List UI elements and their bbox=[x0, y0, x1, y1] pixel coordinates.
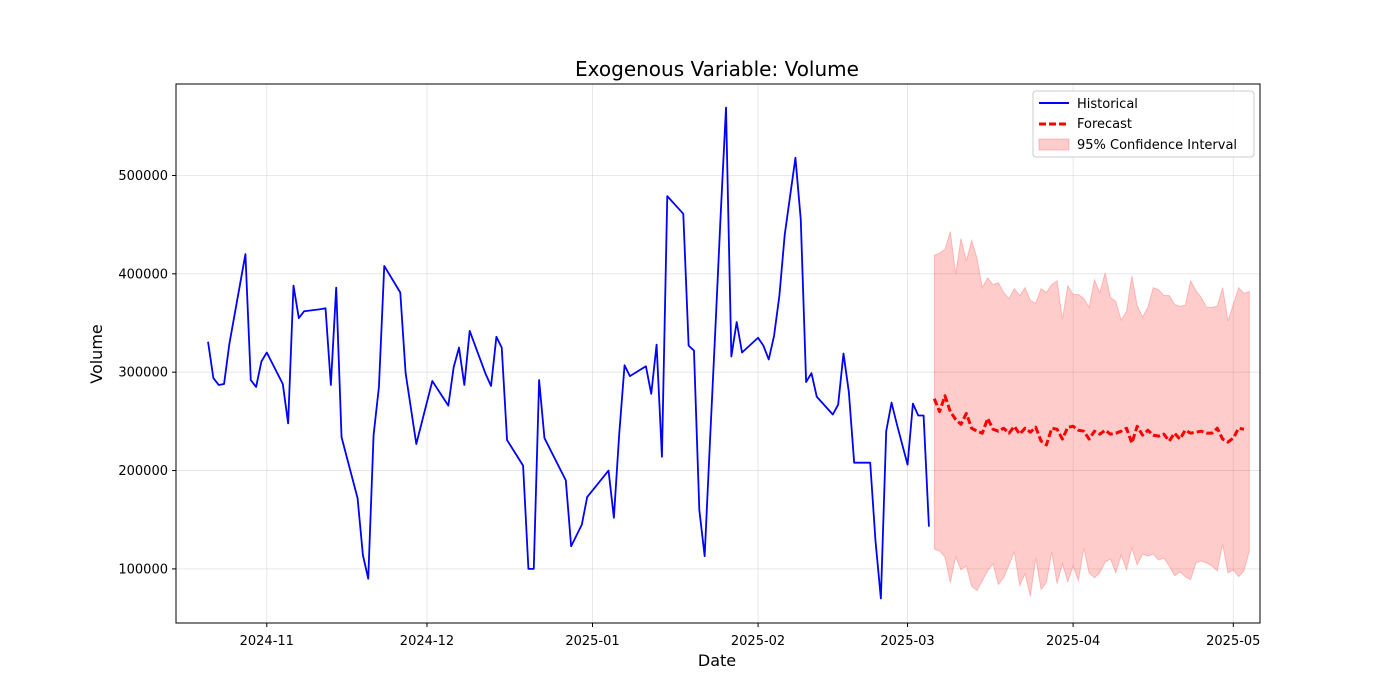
historical-line bbox=[207, 106, 930, 600]
grid-lines bbox=[176, 84, 1260, 623]
x-tick-label: 2024-11 bbox=[240, 634, 294, 649]
x-tick-label: 2025-04 bbox=[1046, 634, 1100, 649]
confidence-band-layer bbox=[933, 231, 1250, 597]
x-tick-label: 2025-01 bbox=[565, 634, 619, 649]
y-tick-label: 500000 bbox=[118, 169, 168, 184]
legend-forecast-label: Forecast bbox=[1077, 117, 1132, 132]
forecast-line bbox=[932, 394, 1245, 447]
chart-title: Exogenous Variable: Volume bbox=[575, 57, 859, 81]
x-axis-label: Date bbox=[698, 651, 736, 670]
legend-box bbox=[1032, 90, 1255, 158]
y-tick-label: 200000 bbox=[118, 464, 168, 479]
series-lines-layer bbox=[207, 106, 1245, 600]
legend-interval-swatch bbox=[1038, 138, 1070, 151]
y-tick-label: 400000 bbox=[118, 267, 168, 282]
y-tick-label: 300000 bbox=[118, 366, 168, 381]
axis-ticks: 2024-11 2024-12 2025-01 2025-02 2025-03 2025-… bbox=[118, 169, 1260, 649]
legend: Historical Forecast 95% Confidence Inter… bbox=[1032, 90, 1255, 158]
x-tick-label: 2025-02 bbox=[731, 634, 785, 649]
confidence-interval-band bbox=[933, 231, 1250, 597]
y-tick-label: 100000 bbox=[118, 562, 168, 577]
plot-frame bbox=[175, 83, 1261, 624]
x-tick-label: 2025-05 bbox=[1206, 634, 1260, 649]
x-tick-label: 2025-03 bbox=[880, 634, 934, 649]
legend-interval-label: 95% Confidence Interval bbox=[1077, 138, 1237, 153]
x-tick-label: 2024-12 bbox=[400, 634, 454, 649]
y-axis-label: Volume bbox=[87, 324, 106, 384]
legend-historical-label: Historical bbox=[1077, 97, 1138, 112]
